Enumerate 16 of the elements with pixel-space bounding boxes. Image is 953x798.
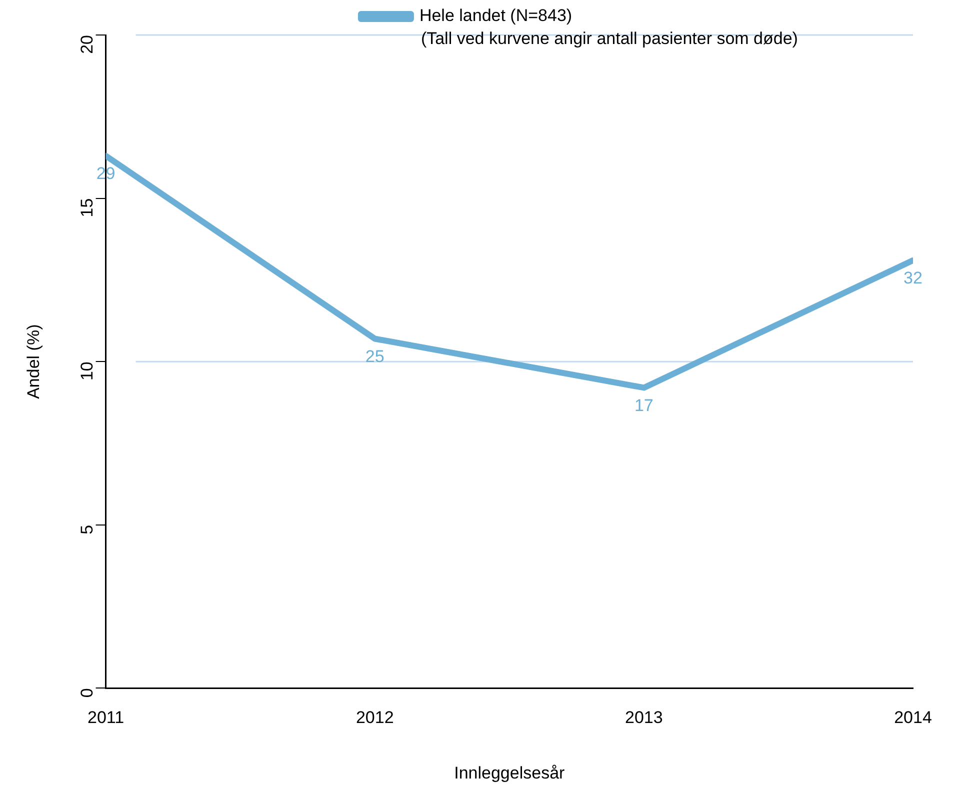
- y-axis-title: Andel (%): [24, 324, 43, 399]
- annotation: 17: [634, 396, 654, 415]
- x-tick-label: 2014: [894, 708, 932, 728]
- y-tick-label: 15: [77, 198, 96, 218]
- x-tick-label: 2011: [88, 708, 124, 728]
- x-tick-label: 2012: [356, 708, 394, 728]
- y-tick-label: 20: [77, 35, 96, 54]
- annotation: (Tall ved kurvene angir antall pasienter som døde): [420, 29, 798, 48]
- annotation: 25: [365, 346, 384, 366]
- x-tick-label: 2013: [625, 708, 663, 728]
- legend-label: Hele landet (N=843): [419, 6, 572, 26]
- x-axis-title: Innleggelsesår: [454, 763, 566, 782]
- y-tick-label: 5: [77, 524, 96, 534]
- y-tick-label: 0: [77, 688, 96, 698]
- y-tick-label: 10: [77, 362, 96, 381]
- annotation: 32: [904, 268, 922, 288]
